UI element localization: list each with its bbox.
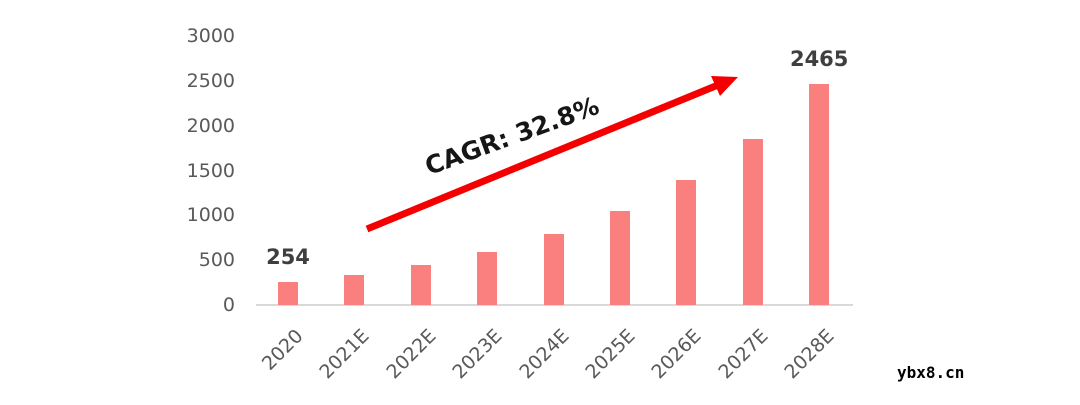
y-axis-tick-label: 3000: [186, 25, 235, 48]
y-axis-tick-label: 2500: [186, 70, 235, 92]
bar-2024E: [543, 234, 564, 305]
watermark-text: ybx8.cn: [897, 363, 965, 382]
x-axis-tick-label-2026E: 2026E: [647, 325, 706, 384]
x-axis-tick-label-2021E: 2021E: [315, 325, 374, 384]
data-label-2020: 254: [266, 245, 310, 270]
x-axis-tick-label-2028E: 2028E: [780, 325, 839, 384]
y-axis-tick-label: 1500: [186, 159, 235, 182]
bar-2023E: [477, 251, 498, 305]
data-label-2028E: 2465: [789, 47, 849, 72]
x-axis-line: [256, 304, 853, 306]
y-axis-tick-label: 2000: [186, 114, 235, 137]
y-axis-tick-label: 1000: [186, 204, 235, 227]
bar-2028E: [809, 84, 830, 305]
y-axis-tick-label: 0: [222, 294, 235, 316]
bar-2025E: [610, 211, 630, 305]
cagr-annotation: CAGR: 32.8%: [421, 91, 603, 181]
bar-2022E: [410, 264, 431, 305]
y-axis-tick-label: 500: [198, 249, 235, 272]
bar-2026E: [676, 180, 697, 305]
bar-2027E: [742, 139, 763, 305]
x-axis-tick-label-2023E: 2023E: [448, 325, 507, 384]
bar-2021E: [344, 274, 365, 305]
bar-2020: [278, 282, 298, 305]
